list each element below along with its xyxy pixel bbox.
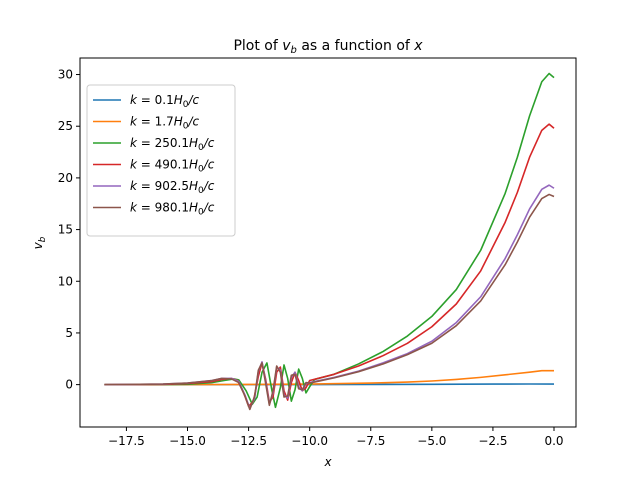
x-tick-label: −7.5: [356, 434, 385, 448]
y-axis-label: vb: [31, 236, 48, 249]
title-suffix: x: [413, 38, 423, 54]
series-line-1: [104, 369, 555, 386]
x-tick-label: −15.0: [169, 434, 206, 448]
x-axis-label: x: [323, 455, 332, 469]
legend-label-1: k = 1.7H0/c: [130, 115, 200, 132]
title-prefix: Plot of: [233, 38, 282, 54]
legend: k = 0.1H0/c k = 1.7H0/c k = 250.1H0/c k = 4…: [86, 84, 236, 237]
y-tick-label: 5: [65, 326, 73, 340]
title-var: v: [282, 38, 291, 54]
legend-label-3: k = 490.1H0/c: [130, 158, 215, 175]
y-tick-label: 0: [65, 378, 73, 392]
x-tick-label: −12.5: [230, 434, 267, 448]
x-tick-label: 0.0: [544, 434, 563, 448]
x-tick-label: −2.5: [478, 434, 507, 448]
series-layer: [104, 72, 555, 411]
y-axis: 0 5 10 15 20 25 30: [58, 68, 80, 392]
legend-box: [86, 84, 236, 237]
x-tick-label: −10.0: [291, 434, 328, 448]
y-tick-label: 10: [58, 274, 73, 288]
y-tick-label: 20: [58, 171, 73, 185]
axes-frame: [79, 57, 577, 428]
y-tick-label: 25: [58, 119, 73, 133]
chart-title: Plot of vb as a function of x: [233, 38, 423, 56]
series-line-5: [104, 193, 555, 411]
y-tick-label: 30: [58, 68, 73, 82]
y-tick-label: 15: [58, 223, 73, 237]
x-axis: −17.5 −15.0 −12.5 −10.0 −7.5 −5.0 −2.5 0.0: [108, 427, 564, 448]
title-middle: as a function of: [297, 38, 414, 54]
y-axis-label-sub: b: [38, 236, 48, 242]
x-tick-label: −17.5: [108, 434, 145, 448]
legend-label-0: k = 0.1H0/c: [130, 93, 200, 110]
plot-area: −17.5 −15.0 −12.5 −10.0 −7.5 −5.0 −2.5 0.0 0 5 10…: [58, 57, 577, 448]
y-axis-label-var: v: [31, 241, 45, 249]
legend-label-5: k = 980.1H0/c: [130, 201, 215, 218]
x-tick-label: −5.0: [417, 434, 446, 448]
legend-label-4: k = 902.5H0/c: [130, 179, 215, 196]
title-sub: b: [291, 45, 297, 56]
series-line-2: [104, 72, 555, 409]
legend-label-2: k = 250.1H0/c: [130, 136, 215, 153]
